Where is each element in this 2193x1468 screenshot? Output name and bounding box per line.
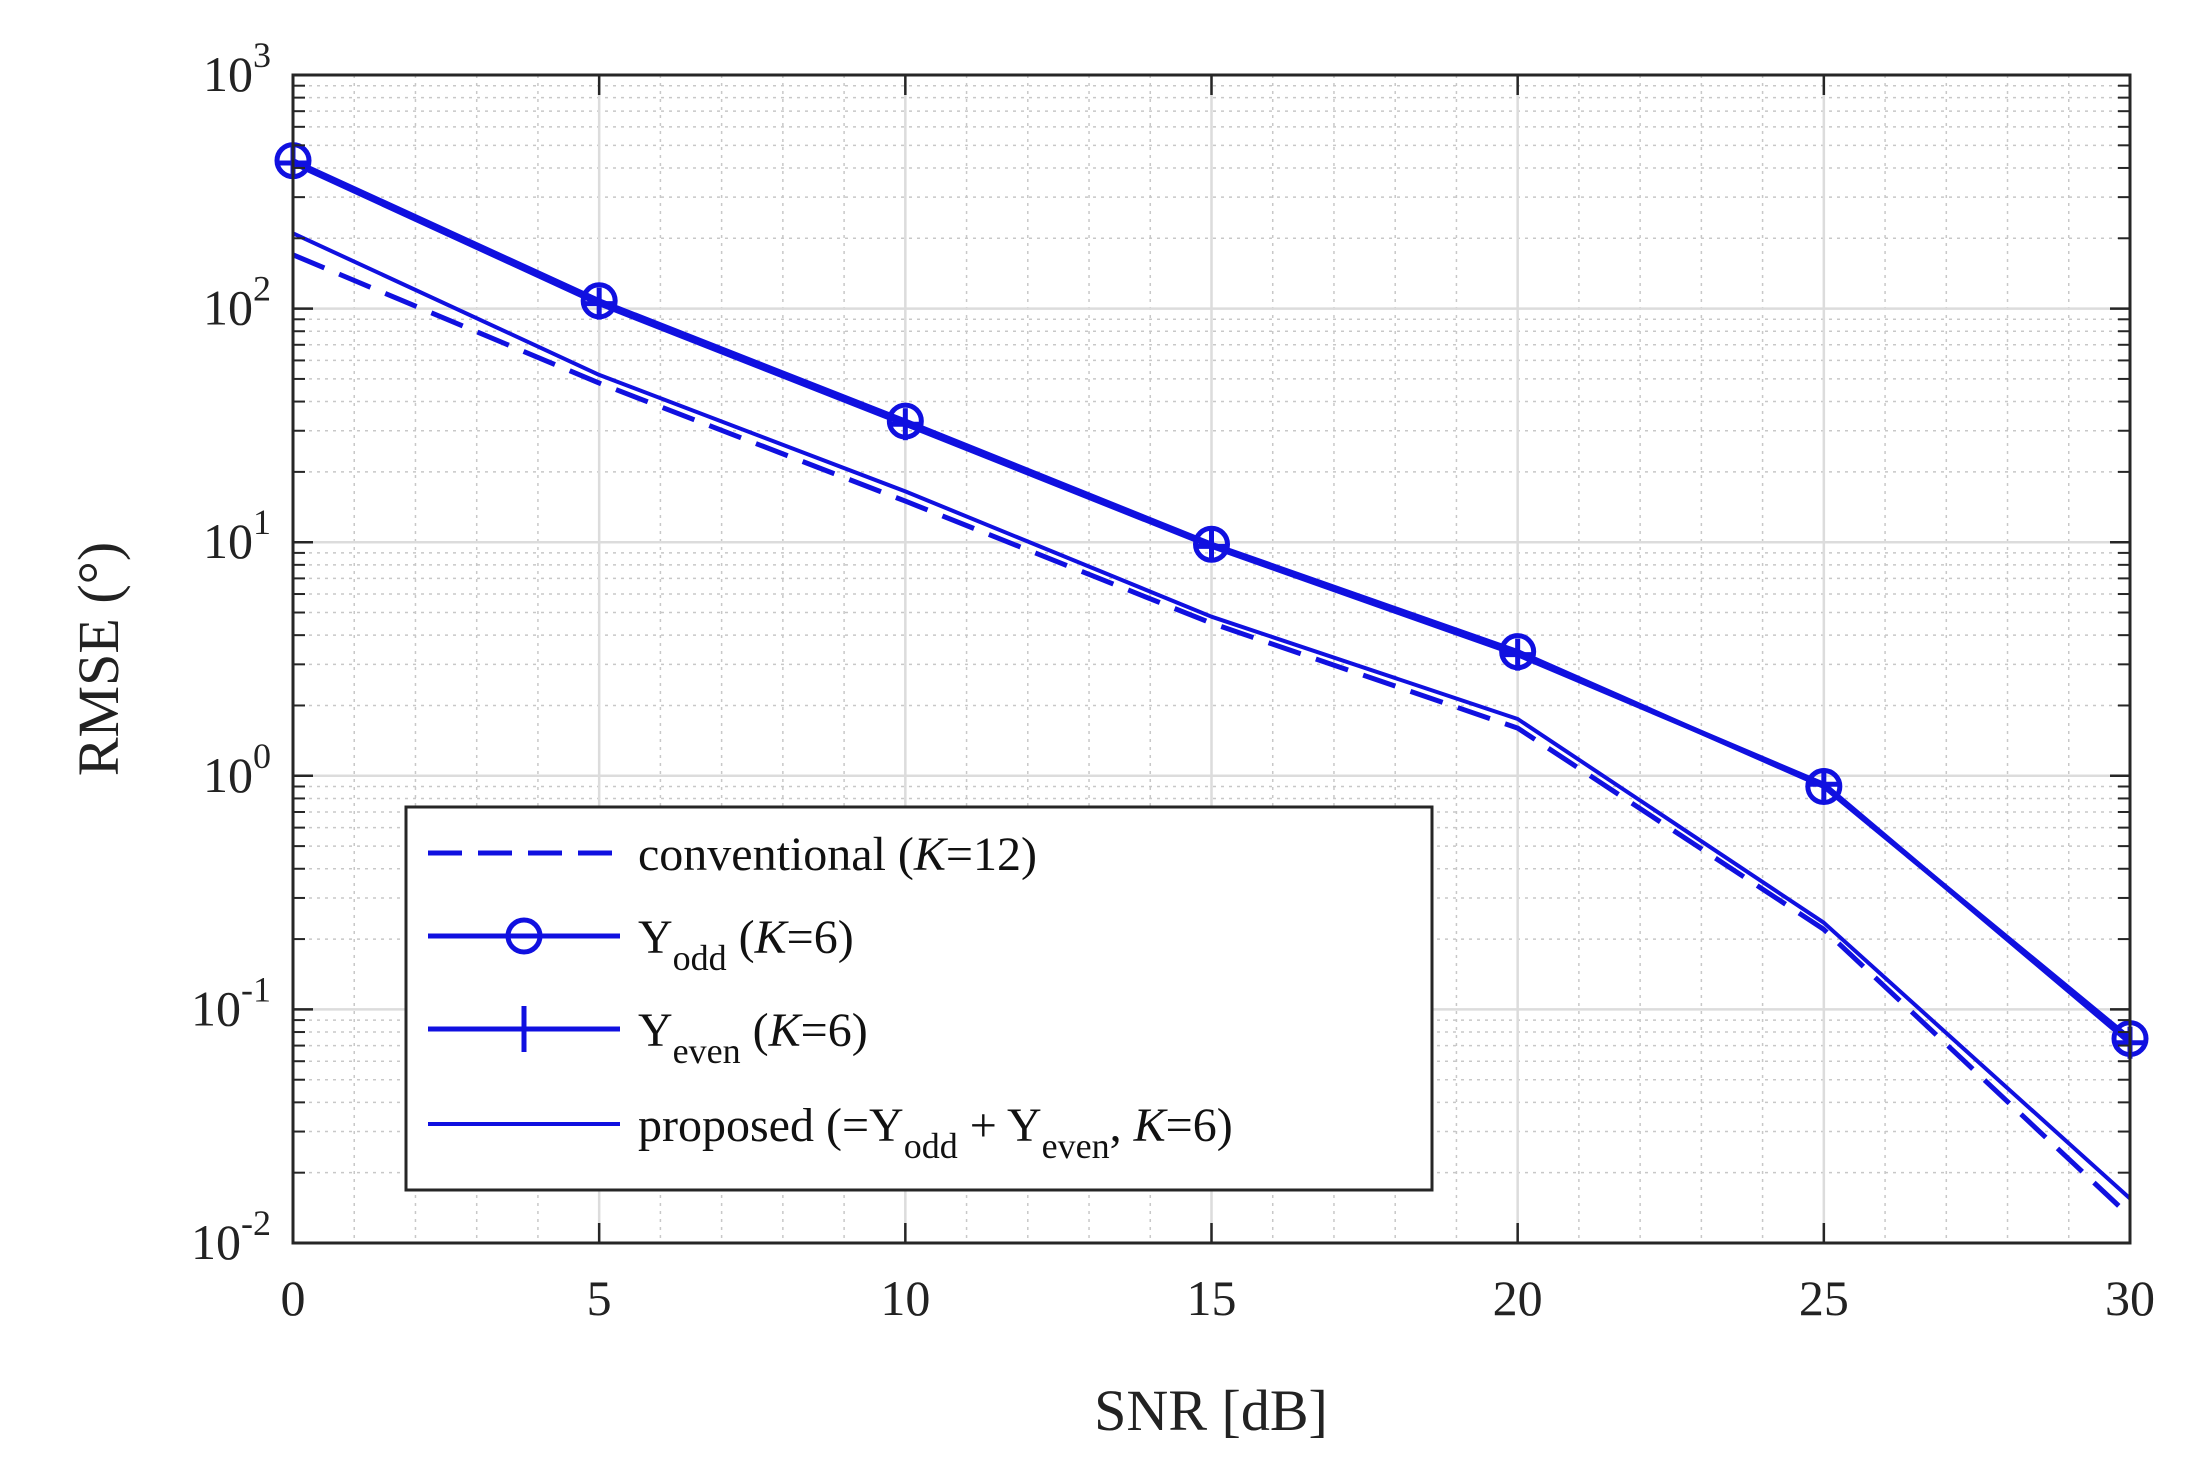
series-line-0 — [292, 252, 2132, 1219]
series-2-point — [1807, 768, 1840, 801]
y-tick-label: 100 — [203, 736, 271, 803]
x-tick-label: 5 — [587, 1270, 612, 1326]
legend-label-y-odd: Yodd (K=6) — [638, 911, 854, 978]
series-2-point — [1501, 638, 1534, 671]
x-tick-labels: 0 5 10 15 20 25 30 — [281, 1270, 2156, 1326]
series-layer — [274, 142, 2149, 1219]
y-tick-label: 10-2 — [191, 1203, 271, 1270]
series-2-point — [583, 287, 616, 320]
series-line-3 — [292, 231, 2132, 1200]
y-tick-label: 103 — [203, 35, 271, 102]
y-tick-labels: 10-2 10-1 100 101 102 103 — [191, 35, 271, 1270]
legend-entry-y-odd: Yodd (K=6) — [428, 911, 854, 978]
x-tick-label: 0 — [281, 1270, 306, 1326]
legend-label-conventional: conventional (K=12) — [638, 828, 1037, 881]
y-tick-label: 102 — [203, 269, 271, 336]
axis-ticks — [291, 73, 2132, 1245]
legend-entry-y-even: Yeven (K=6) — [428, 1004, 868, 1071]
legend: conventional (K=12) Yodd (K=6) Yeven (K=… — [404, 805, 1434, 1192]
series-2-point — [889, 408, 922, 441]
legend-label-y-even: Yeven (K=6) — [638, 1004, 868, 1071]
series-2-point — [1195, 530, 1228, 563]
legend-box — [404, 805, 1434, 1192]
x-tick-label: 15 — [1187, 1270, 1237, 1326]
legend-entry-conventional: conventional (K=12) — [428, 828, 1037, 881]
y-tick-label: 10-1 — [191, 969, 271, 1036]
x-tick-label: 25 — [1799, 1270, 1849, 1326]
x-tick-label: 20 — [1493, 1270, 1543, 1326]
y-tick-label: 101 — [203, 502, 271, 569]
x-tick-label: 10 — [880, 1270, 930, 1326]
x-tick-label: 30 — [2105, 1270, 2155, 1326]
legend-marker-circle — [505, 917, 543, 955]
y-axis-title: RMSE (°) — [66, 542, 131, 776]
x-axis-title: SNR [dB] — [1094, 1378, 1328, 1443]
legend-label-proposed: proposed (=Yodd + Yeven, K=6) — [638, 1099, 1233, 1166]
legend-entry-proposed: proposed (=Yodd + Yeven, K=6) — [428, 1099, 1233, 1166]
